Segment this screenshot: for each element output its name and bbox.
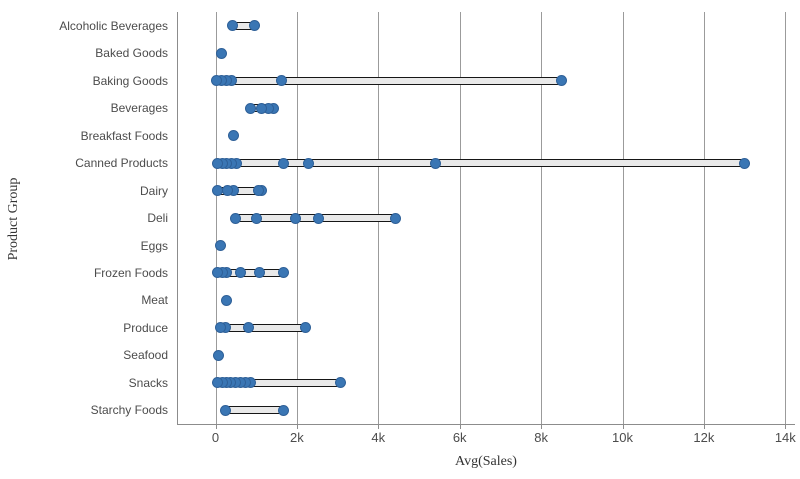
x-tick-label: 8k (534, 430, 548, 445)
x-tick-label: 10k (612, 430, 633, 445)
plot-area (177, 12, 795, 424)
data-point[interactable] (213, 349, 225, 361)
data-point[interactable] (243, 322, 255, 334)
range-bar (212, 76, 565, 85)
data-point[interactable] (335, 377, 347, 389)
range-bar (213, 159, 749, 168)
data-point[interactable] (212, 185, 224, 196)
data-point[interactable] (256, 102, 268, 114)
y-category-label[interactable]: Breakfast Foods (80, 128, 168, 143)
data-point[interactable] (430, 157, 442, 169)
data-point[interactable] (226, 20, 238, 32)
y-category-label[interactable]: Dairy (139, 183, 168, 198)
x-tick-label: 4k (371, 430, 386, 445)
data-point[interactable] (220, 404, 232, 416)
y-category-label[interactable]: Produce (123, 320, 168, 335)
y-category-label[interactable]: Canned Products (75, 156, 168, 171)
y-category-label[interactable]: Eggs (140, 238, 168, 253)
y-category-label[interactable]: Snacks (128, 375, 168, 390)
data-point[interactable] (313, 212, 325, 224)
y-axis-line (177, 12, 178, 424)
x-tick-mark (785, 424, 787, 429)
data-point[interactable] (229, 212, 241, 224)
data-point[interactable] (252, 185, 264, 196)
x-tick-mark (541, 424, 543, 429)
x-tick-mark (378, 424, 380, 429)
gridline (703, 12, 705, 424)
data-point[interactable] (214, 240, 226, 251)
data-point[interactable] (300, 322, 312, 334)
x-axis-title: Avg(Sales) (455, 454, 517, 469)
data-point[interactable] (211, 75, 223, 87)
data-point[interactable] (290, 212, 302, 224)
x-tick-label: 14k (774, 430, 796, 445)
y-category-label[interactable]: Seafood (123, 348, 168, 363)
data-point[interactable] (278, 267, 290, 279)
data-point[interactable] (235, 267, 247, 279)
data-point[interactable] (216, 47, 228, 59)
gridline (622, 12, 624, 424)
x-tick-mark (296, 424, 298, 429)
x-tick-label: 0 (211, 430, 220, 445)
data-point[interactable] (278, 404, 290, 416)
x-tick-label: 6k (452, 430, 467, 445)
y-category-label[interactable]: Baking Goods (92, 73, 168, 88)
data-point[interactable] (227, 130, 239, 142)
data-point[interactable] (738, 157, 750, 169)
gridline (215, 12, 217, 424)
data-point[interactable] (211, 267, 223, 279)
data-point[interactable] (253, 267, 265, 279)
y-category-label[interactable]: Deli (147, 211, 168, 225)
data-point[interactable] (251, 212, 263, 224)
y-category-label[interactable]: Starchy Foods (90, 403, 168, 418)
x-axis-line (177, 424, 795, 425)
data-point[interactable] (249, 20, 261, 32)
data-point[interactable] (221, 294, 233, 306)
gridline (785, 12, 787, 424)
y-category-label[interactable]: Alcoholic Beverages (59, 18, 168, 33)
x-tick-mark (215, 424, 217, 429)
data-point[interactable] (212, 157, 224, 169)
x-tick-label: 2k (290, 430, 304, 445)
data-point[interactable] (555, 75, 567, 87)
data-point[interactable] (214, 322, 226, 334)
data-point[interactable] (276, 75, 288, 87)
x-tick-mark (703, 424, 705, 429)
x-tick-mark (459, 424, 461, 429)
data-point[interactable] (303, 157, 315, 169)
y-category-label[interactable]: Beverages (110, 101, 168, 116)
gridline (459, 12, 461, 424)
data-point[interactable] (390, 212, 402, 224)
gridline (541, 12, 543, 424)
data-point[interactable] (278, 157, 289, 169)
x-tick-mark (622, 424, 624, 429)
x-tick-label: 12k (693, 430, 715, 445)
data-point[interactable] (212, 377, 224, 389)
y-category-label[interactable]: Meat (141, 293, 168, 308)
y-category-label[interactable]: Baked Goods (95, 46, 168, 61)
y-category-label[interactable]: Frozen Foods (93, 265, 168, 280)
data-point[interactable] (245, 102, 257, 114)
